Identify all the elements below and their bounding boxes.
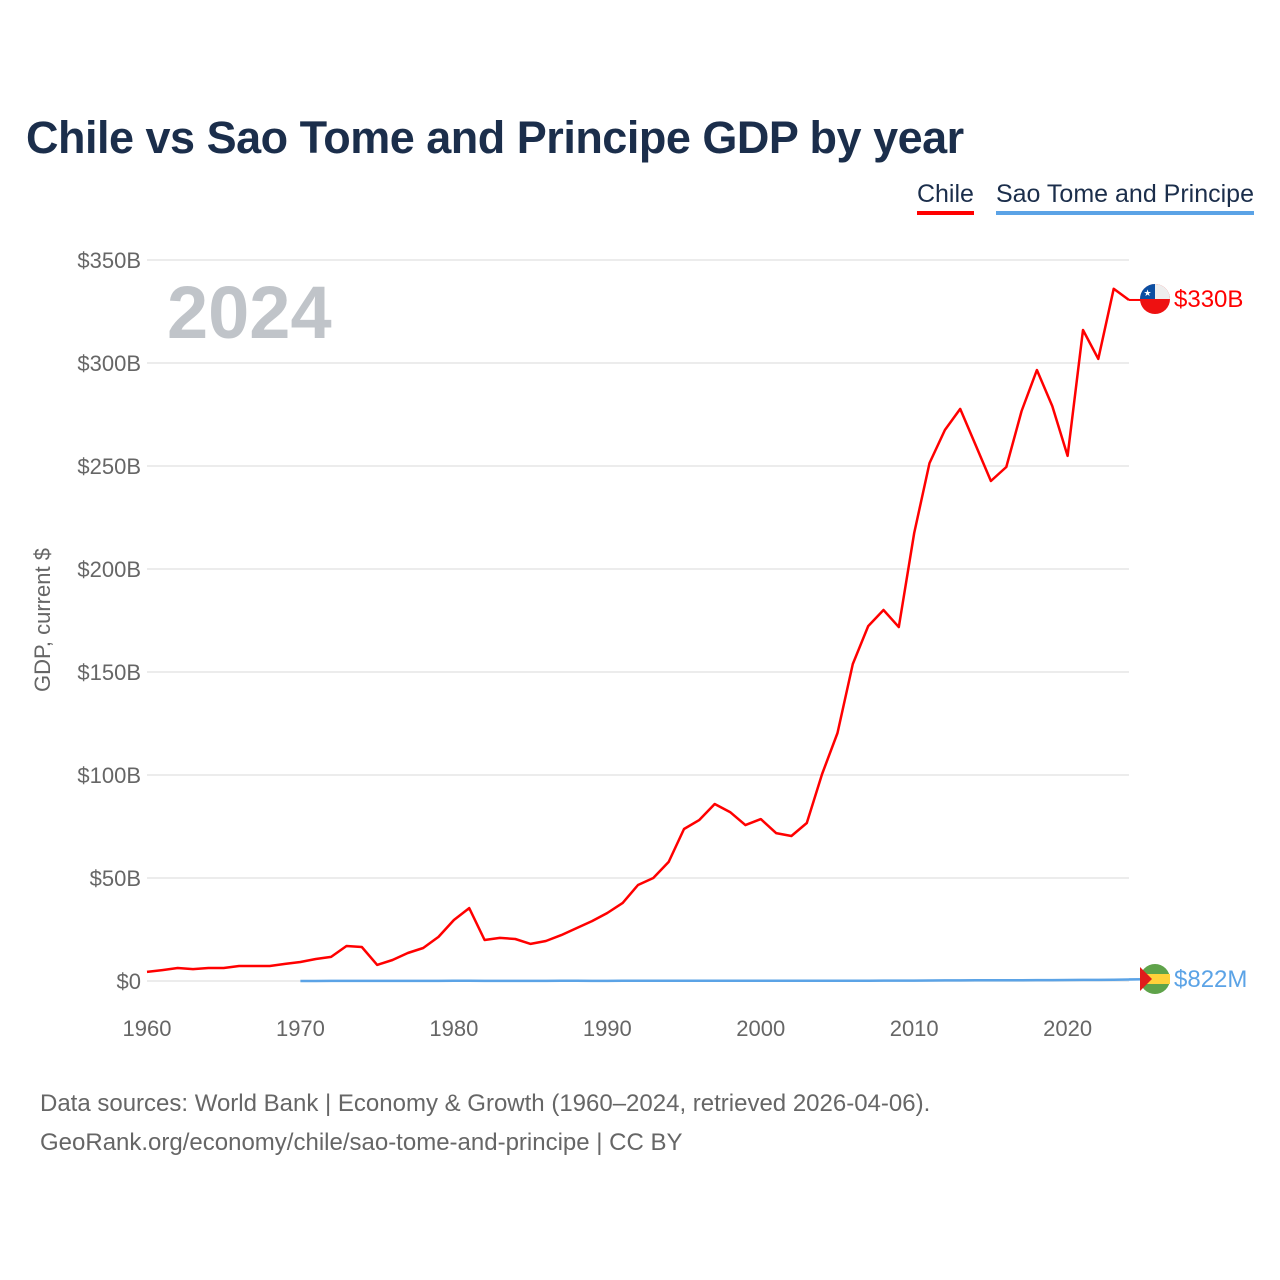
footer-link[interactable]: GeoRank.org/economy/chile/sao-tome-and-p… <box>40 1129 683 1156</box>
x-tick-label: 1960 <box>123 1016 172 1041</box>
series-line-sao-tome <box>300 978 1145 983</box>
x-tick-label: 1980 <box>429 1016 478 1041</box>
sao-tome-flag-red <box>1140 967 1152 991</box>
end-value-label: $330B <box>1174 286 1243 313</box>
y-axis-label: GDP, current $ <box>30 548 55 692</box>
footer: Data sources: World Bank | Economy & Gro… <box>40 1084 930 1162</box>
y-tick-label: $100B <box>77 763 141 788</box>
legend: Chile Sao Tome and Principe <box>916 180 1254 215</box>
y-tick-label: $250B <box>77 454 141 479</box>
x-tick-label: 1990 <box>583 1016 632 1041</box>
legend-chile[interactable]: Chile <box>916 180 974 215</box>
legend-sao-tome[interactable]: Sao Tome and Principe <box>995 180 1254 215</box>
y-tick-label: $300B <box>77 351 141 376</box>
sao-tome-flag-yellow <box>1140 974 1170 984</box>
chile-flag-star: ★ <box>1143 288 1151 298</box>
chart-title: Chile vs Sao Tome and Principe GDP by ye… <box>26 112 964 163</box>
x-tick-label: 2020 <box>1043 1016 1092 1041</box>
chile-flag-blue <box>1140 284 1155 299</box>
x-tick-label: 2000 <box>736 1016 785 1041</box>
footer-sources: Data sources: World Bank | Economy & Gro… <box>40 1090 931 1117</box>
y-tick-label: $0 <box>117 969 141 994</box>
y-tick-label: $200B <box>77 557 141 582</box>
y-tick-label: $150B <box>77 660 141 685</box>
end-value-label: $822M <box>1174 966 1247 993</box>
year-watermark: 2024 <box>167 271 332 354</box>
x-tick-label: 1970 <box>276 1016 325 1041</box>
x-tick-label: 2010 <box>890 1016 939 1041</box>
series-line-chile <box>146 287 1130 974</box>
y-tick-label: $50B <box>90 866 141 891</box>
y-tick-label: $350B <box>77 248 141 273</box>
